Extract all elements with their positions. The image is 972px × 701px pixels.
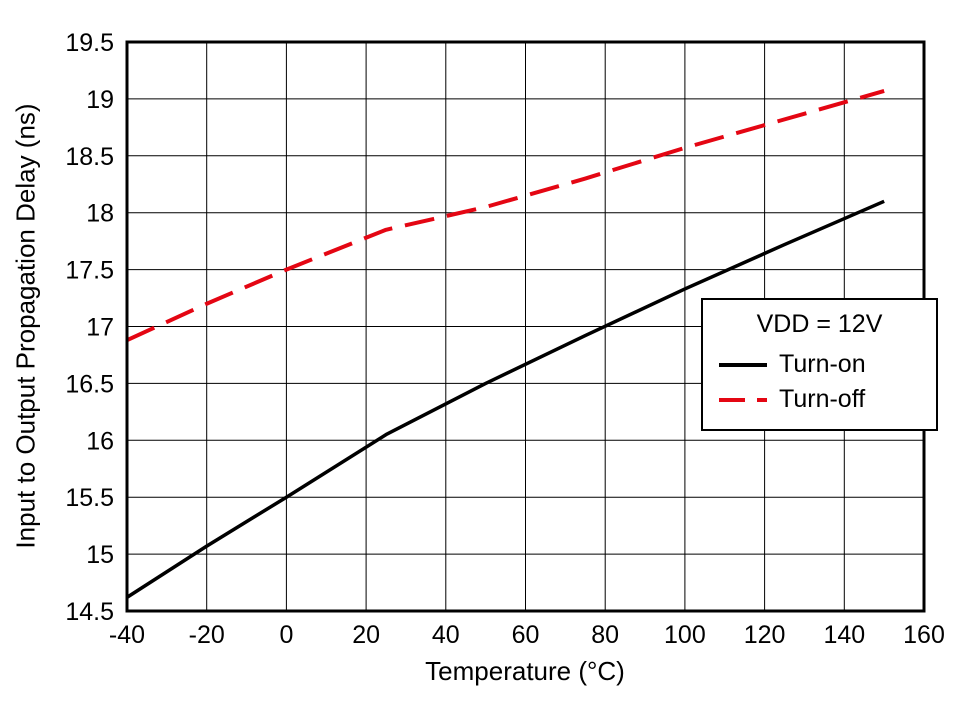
- y-tick-label: 17: [86, 314, 114, 342]
- series-line-turn-on: [126, 199, 885, 599]
- x-axis-label: Temperature (°C): [425, 656, 625, 686]
- y-tick-label: 15.5: [65, 484, 114, 512]
- y-tick-label: 14.5: [65, 598, 114, 626]
- legend-label-turn-off: Turn-off: [779, 385, 866, 413]
- x-tick-label: 100: [664, 621, 706, 649]
- x-tick-label: 120: [744, 621, 786, 649]
- y-tick-label: 16.5: [65, 370, 114, 398]
- legend: VDD = 12V Turn-on Turn-off: [701, 298, 938, 431]
- x-tick-label: 80: [591, 621, 619, 649]
- y-axis-label: Input to Output Propagation Delay (ns): [10, 103, 41, 549]
- x-tick-label: 0: [279, 621, 293, 649]
- series-line-turn-off: [126, 89, 885, 342]
- turn-on-line-sample: [719, 362, 767, 367]
- y-tick-label: 18.5: [65, 143, 114, 171]
- y-tick-label: 19.5: [65, 29, 114, 57]
- turn-off-line-sample: [719, 397, 767, 402]
- x-tick-label: -40: [109, 621, 145, 649]
- y-tick-label: 18: [86, 200, 114, 228]
- legend-title: VDD = 12V: [756, 310, 883, 338]
- x-tick-label: 140: [823, 621, 865, 649]
- x-tick-label: -20: [189, 621, 225, 649]
- y-tick-label: 17.5: [65, 257, 114, 285]
- legend-item-turn-off: Turn-off: [703, 382, 936, 417]
- y-tick-label: 16: [86, 427, 114, 455]
- x-tick-label: 40: [432, 621, 460, 649]
- x-tick-label: 20: [352, 621, 380, 649]
- legend-label-turn-on: Turn-on: [779, 350, 866, 378]
- x-tick-label: 160: [903, 621, 945, 649]
- y-tick-label: 15: [86, 541, 114, 569]
- x-tick-label: 60: [512, 621, 540, 649]
- y-tick-label: 19: [86, 86, 114, 114]
- legend-item-turn-on: Turn-on: [703, 347, 936, 382]
